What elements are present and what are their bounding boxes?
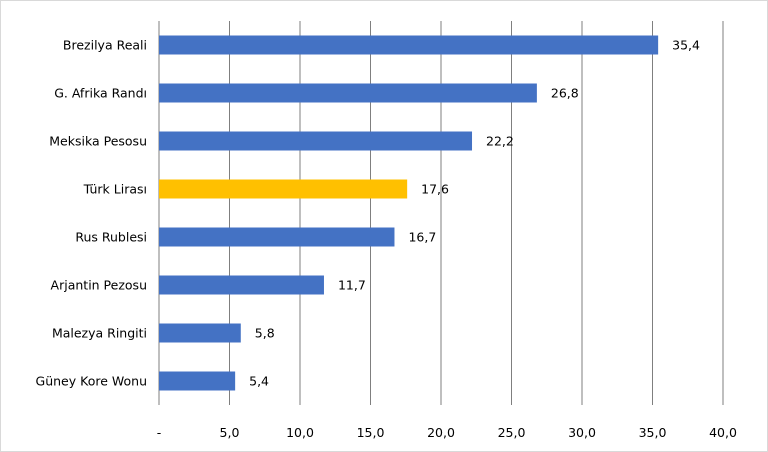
- x-tick-label-0: -: [157, 425, 162, 440]
- value-label-5: 11,7: [338, 278, 366, 293]
- x-tick-label-2: 10,0: [286, 425, 314, 440]
- category-label-5: Arjantin Pezosu: [51, 278, 147, 293]
- value-label-6: 5,8: [255, 326, 275, 341]
- value-label-1: 26,8: [551, 86, 579, 101]
- value-label-2: 22,2: [486, 134, 514, 149]
- category-label-2: Meksika Pesosu: [49, 134, 147, 149]
- category-label-6: Malezya Ringiti: [52, 326, 147, 341]
- x-tick-label-7: 35,0: [639, 425, 667, 440]
- x-tick-label-4: 20,0: [427, 425, 455, 440]
- x-tick-label-6: 30,0: [568, 425, 596, 440]
- bar-4: [159, 227, 395, 247]
- value-label-3: 17,6: [421, 182, 449, 197]
- x-tick-label-1: 5,0: [220, 425, 240, 440]
- bar-3: [159, 179, 408, 199]
- value-label-7: 5,4: [249, 374, 269, 389]
- bar-0: [159, 35, 659, 55]
- x-tick-label-5: 25,0: [498, 425, 526, 440]
- bar-1: [159, 83, 537, 103]
- value-label-4: 16,7: [408, 230, 436, 245]
- category-label-3: Türk Lirası: [83, 182, 147, 197]
- bar-5: [159, 275, 324, 295]
- value-label-0: 35,4: [672, 38, 700, 53]
- bar-2: [159, 131, 473, 151]
- category-label-1: G. Afrika Randı: [54, 86, 147, 101]
- category-label-7: Güney Kore Wonu: [36, 374, 147, 389]
- bar-7: [159, 371, 236, 391]
- category-label-4: Rus Rublesi: [75, 230, 147, 245]
- bar-6: [159, 323, 241, 343]
- x-tick-label-3: 15,0: [357, 425, 385, 440]
- category-label-0: Brezilya Reali: [63, 38, 147, 53]
- x-tick-label-8: 40,0: [709, 425, 737, 440]
